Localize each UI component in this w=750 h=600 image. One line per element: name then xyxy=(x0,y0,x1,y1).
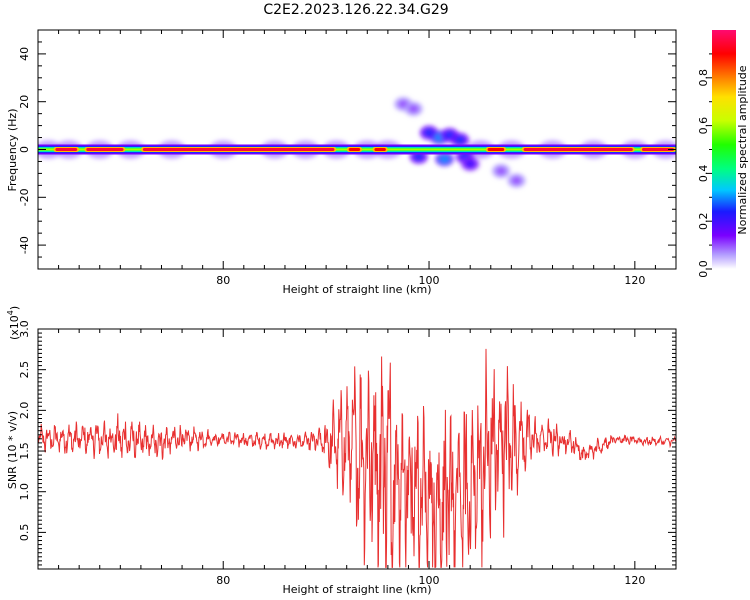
ridge-hot-segment xyxy=(86,148,124,151)
spectrogram-blob xyxy=(496,167,507,176)
snr-plot-area xyxy=(38,348,676,568)
spectrogram-blob xyxy=(439,155,450,164)
snr-y-label: SNR (10 * v/v) xyxy=(6,411,19,489)
snr-ticks: 80 100 120 0.5 1.0 1.5 2.0 2.5 3.0 xyxy=(18,320,677,587)
ridge-hot-segment xyxy=(55,148,78,151)
snr-y-tick-label: 3.0 xyxy=(18,320,31,338)
colorbar-tick-label: 0.4 xyxy=(697,165,710,183)
ridge-hot-segment xyxy=(523,148,633,151)
snr-scale-label: (x104) xyxy=(6,306,21,340)
spectrogram-blob xyxy=(465,159,476,168)
spectrogram-blob xyxy=(413,152,424,161)
spectrogram-panel: 80 100 120 -40 -20 0 20 40 Height of straight l… xyxy=(6,29,677,296)
spectrogram-blob xyxy=(454,135,465,144)
ridge-hot-segment xyxy=(142,148,335,151)
ridge-hot-segment xyxy=(348,148,361,151)
snr-y-tick-label: 0.5 xyxy=(18,524,31,542)
svg-text:(x104): (x104) xyxy=(6,306,21,340)
spectrogram-y-tick-label: 40 xyxy=(18,47,31,61)
spectrogram-x-label: Height of straight line (km) xyxy=(282,283,431,296)
snr-y-tick-label: 2.5 xyxy=(18,361,31,379)
snr-x-tick-label: 80 xyxy=(216,574,230,587)
snr-y-tick-label: 1.5 xyxy=(18,442,31,460)
spectrogram-y-tick-label: -40 xyxy=(18,236,31,254)
snr-scale-prefix: (x10 xyxy=(8,315,21,340)
spectrogram-blob xyxy=(408,104,419,113)
spectrogram-blob xyxy=(511,176,522,185)
spectrogram-y-tick-label: -20 xyxy=(18,188,31,206)
colorbar-tick-label: 0.8 xyxy=(697,69,710,87)
ridge-hot-segment xyxy=(641,148,674,151)
snr-x-label: Height of straight line (km) xyxy=(282,583,431,596)
colorbar-label: Normalized spectral amplitude xyxy=(736,65,749,234)
colorbar: 0.0 0.2 0.4 0.6 0.8 Normalized spectral ampl… xyxy=(697,30,749,278)
snr-y-tick-label: 2.0 xyxy=(18,402,31,420)
snr-x-tick-label: 100 xyxy=(419,574,440,587)
spectrogram-blobs xyxy=(394,97,526,188)
colorbar-gradient xyxy=(712,30,736,269)
colorbar-ticks: 0.0 0.2 0.4 0.6 0.8 xyxy=(697,53,712,278)
snr-panel: 80 100 120 0.5 1.0 1.5 2.0 2.5 3.0 Height of str… xyxy=(6,306,677,596)
colorbar-tick-label: 0.2 xyxy=(697,212,710,230)
colorbar-tick-label: 0.0 xyxy=(697,260,710,278)
snr-series-line xyxy=(38,348,676,568)
ridge-hot-segment xyxy=(487,148,505,151)
colorbar-tick-label: 0.6 xyxy=(697,117,710,135)
spectrogram-y-label: Frequency (Hz) xyxy=(6,109,19,192)
snr-scale-exponent: 4 xyxy=(6,310,15,315)
spectrogram-ticks: 80 100 120 -40 -20 0 20 40 xyxy=(18,29,677,287)
spectrogram-plot-area xyxy=(38,97,676,188)
spectrogram-y-tick-label: 20 xyxy=(18,95,31,109)
snr-y-tick-label: 1.0 xyxy=(18,483,31,501)
spectrogram-x-tick-label: 120 xyxy=(624,274,645,287)
spectrogram-ridge xyxy=(38,144,676,155)
figure-title: C2E2.2023.126.22.34.G29 xyxy=(263,2,448,18)
spectrogram-x-tick-label: 80 xyxy=(216,274,230,287)
snr-frame xyxy=(37,328,677,570)
snr-scale-close: ) xyxy=(8,306,21,310)
ridge-hot-segment xyxy=(374,148,386,151)
spectrogram-y-tick-label: 0 xyxy=(18,146,31,153)
snr-x-tick-label: 120 xyxy=(624,574,645,587)
spectrogram-x-tick-label: 100 xyxy=(419,274,440,287)
